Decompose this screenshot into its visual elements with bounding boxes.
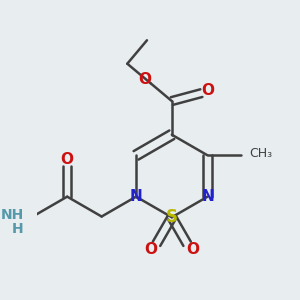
Text: O: O	[186, 242, 199, 257]
Text: O: O	[145, 242, 158, 257]
Text: NH: NH	[1, 208, 24, 222]
Text: O: O	[139, 72, 152, 87]
Text: S: S	[166, 208, 178, 226]
Text: CH₃: CH₃	[249, 147, 272, 160]
Text: O: O	[201, 82, 214, 98]
Text: N: N	[201, 189, 214, 204]
Text: N: N	[130, 189, 142, 204]
Text: O: O	[61, 152, 74, 167]
Text: H: H	[12, 222, 24, 236]
